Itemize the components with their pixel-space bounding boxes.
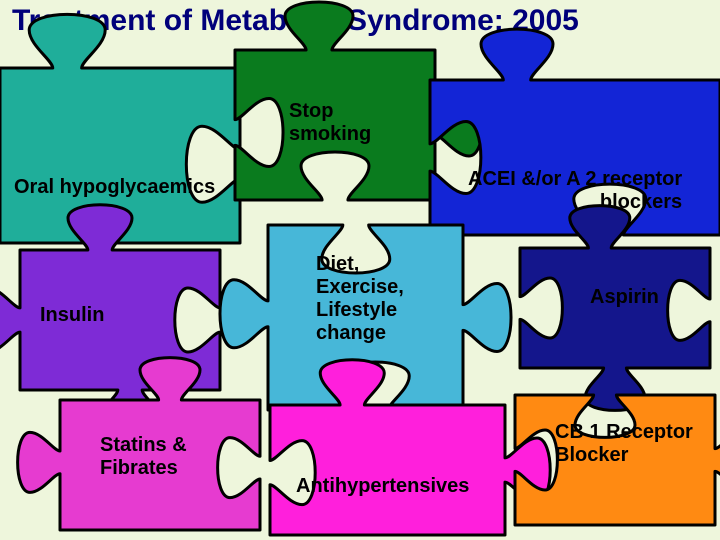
puzzle-piece-shape-icon bbox=[270, 405, 505, 535]
puzzle-piece-aspirin: Aspirin bbox=[520, 248, 710, 368]
puzzle-piece-label: Oral hypoglycaemics bbox=[14, 176, 215, 199]
puzzle-piece-label: Insulin bbox=[40, 304, 104, 327]
puzzle-piece-label: ACEI &/or A 2 receptor blockers bbox=[468, 168, 682, 214]
puzzle-piece-label: Diet, Exercise, Lifestyle change bbox=[316, 253, 404, 345]
puzzle-piece-label: Aspirin bbox=[590, 286, 659, 309]
puzzle-piece-stop-smoking: Stop smoking bbox=[235, 50, 435, 200]
puzzle-piece-statins: Statins & Fibrates bbox=[60, 400, 260, 530]
puzzle-piece-antihypertensives: Antihypertensives bbox=[270, 405, 505, 535]
puzzle-piece-label: CB 1 Receptor Blocker bbox=[555, 421, 693, 467]
puzzle-piece-label: Stop smoking bbox=[289, 100, 371, 146]
puzzle-piece-label: Antihypertensives bbox=[296, 475, 469, 498]
infographic-canvas: Treatment of Metabolic Syndrome: 2005 Or… bbox=[0, 0, 720, 540]
puzzle-piece-cb1: CB 1 Receptor Blocker bbox=[515, 395, 715, 525]
puzzle-piece-label: Statins & Fibrates bbox=[100, 434, 187, 480]
